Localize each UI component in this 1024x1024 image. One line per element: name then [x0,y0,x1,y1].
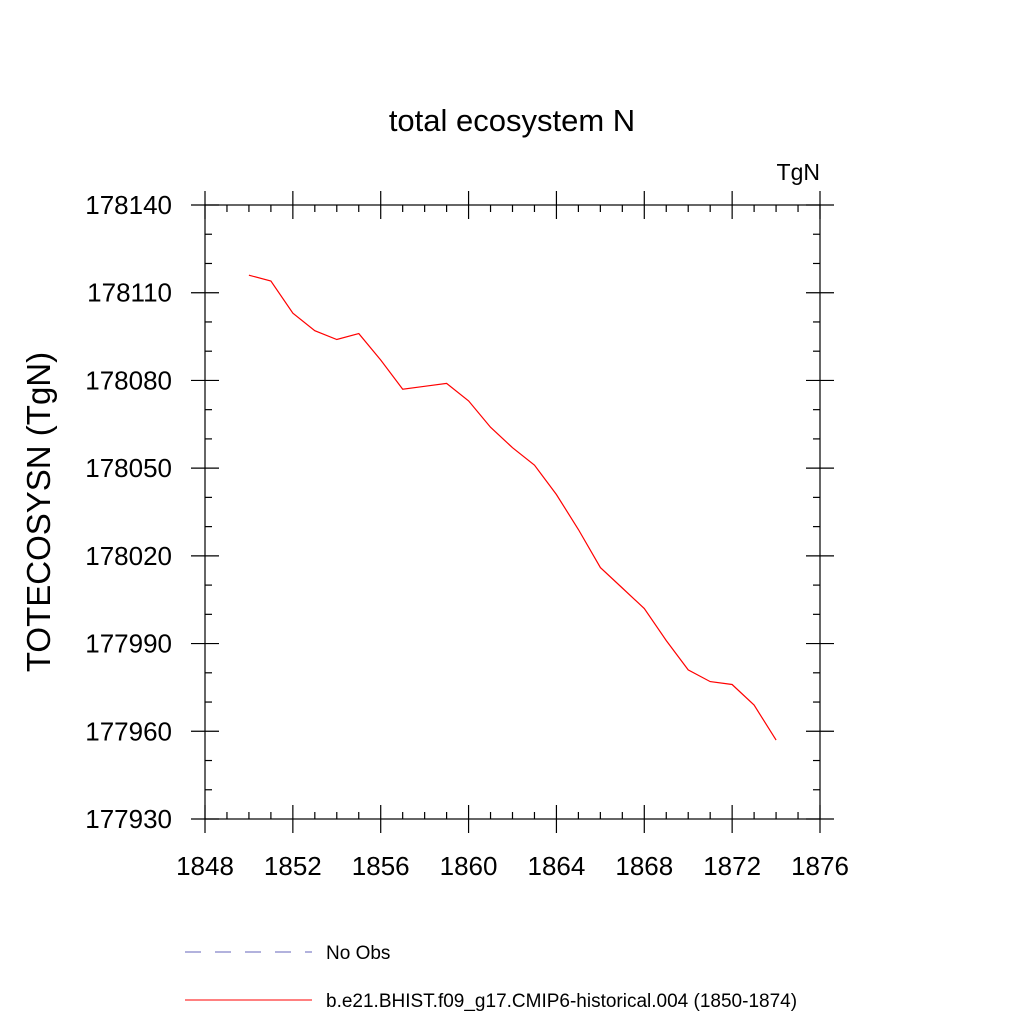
x-tick-label: 1876 [791,851,849,881]
x-tick-label: 1872 [703,851,761,881]
x-tick-label: 1864 [528,851,586,881]
y-tick-label: 178020 [85,541,172,571]
y-tick-label: 177990 [85,629,172,659]
axis-tick-labels: 1848 1852 1856 1860 1864 1868 1872 1876 177930 17… [85,190,849,881]
series-line-0 [248,274,777,741]
series-layer [248,274,777,741]
y-tick-label: 178050 [85,453,172,483]
y-tick-label: 177960 [85,716,172,746]
x-tick-label: 1848 [176,851,234,881]
y-tick-label: 178080 [85,365,172,395]
legend: No Obs b.e21.BHIST.f09_g17.CMIP6-historic… [185,943,797,1012]
x-tick-label: 1852 [264,851,322,881]
units-label: TgN [777,159,820,185]
x-tick-label: 1856 [352,851,410,881]
axis-ticks [191,191,834,833]
y-tick-label: 178110 [87,278,172,308]
x-tick-label: 1860 [440,851,498,881]
x-tick-label: 1868 [615,851,673,881]
plot-frame [204,204,821,820]
legend-label-0: No Obs [326,943,390,964]
y-tick-label: 178140 [85,190,172,220]
y-axis-label: TOTECOSYSN (TgN) [20,352,57,672]
chart-title: total ecosystem N [389,103,635,138]
legend-label-1: b.e21.BHIST.f09_g17.CMIP6-historical.004… [326,991,797,1012]
y-tick-label: 177930 [85,804,172,834]
